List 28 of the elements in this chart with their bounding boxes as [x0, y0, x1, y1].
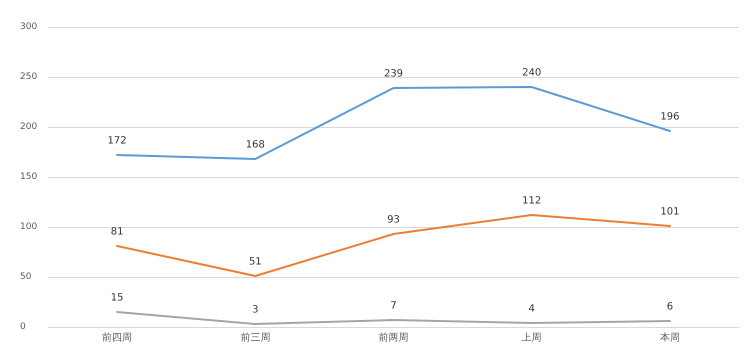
data-label: 168 [246, 140, 265, 150]
data-label: 15 [110, 292, 124, 304]
data-label: 172 [108, 136, 127, 146]
y-tick-label: 100 [20, 222, 38, 232]
y-tick-label: 150 [20, 172, 38, 182]
data-label: 6 [666, 302, 674, 312]
line-series [116, 311, 671, 325]
data-label: 4 [528, 304, 535, 314]
x-tick-label: 本周 [660, 332, 680, 344]
x-tick-label: 前三周 [240, 332, 270, 344]
y-tick-label: 300 [20, 22, 38, 32]
data-label: 7 [390, 300, 397, 312]
x-tick-label: 上周 [522, 332, 542, 344]
x-tick-label: 前两周 [378, 332, 408, 344]
data-label: 3 [252, 304, 258, 316]
y-tick-label: 0 [20, 322, 26, 332]
y-tick-label: 200 [20, 122, 38, 132]
x-tick-label: 前四周 [102, 332, 132, 344]
y-tick-label: 250 [20, 72, 38, 82]
data-label: 93 [387, 214, 400, 226]
data-label: 101 [660, 206, 680, 218]
data-label: 112 [522, 196, 542, 206]
y-tick-label: 50 [20, 272, 32, 282]
data-label: 196 [660, 112, 680, 122]
data-label: 239 [384, 68, 404, 80]
data-label: 81 [110, 226, 124, 238]
data-label: 240 [522, 68, 542, 78]
data-label: 51 [248, 256, 262, 268]
